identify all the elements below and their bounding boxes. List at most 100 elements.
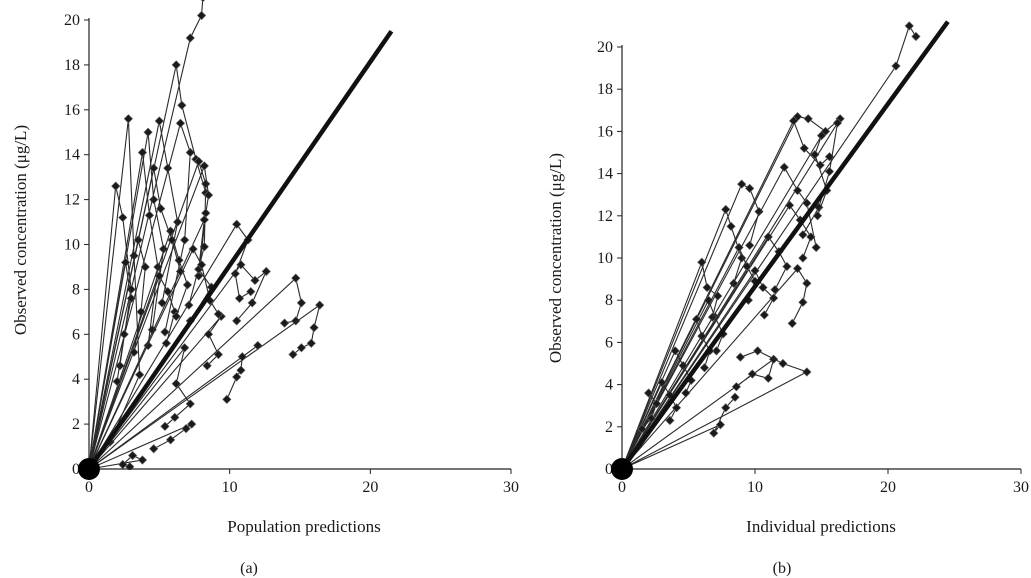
panel-b-label: (b) bbox=[773, 560, 792, 577]
panel-a-series-14-point-1 bbox=[291, 273, 301, 283]
panel-a-y-tick-label-0: 0 bbox=[72, 461, 80, 478]
panel-b-y-tick-label-20: 20 bbox=[597, 39, 613, 56]
panel-a-series-16-line bbox=[89, 345, 259, 470]
panel-a-series-12-point-3 bbox=[230, 269, 240, 279]
panel-a-series-7-point-1 bbox=[111, 181, 121, 191]
panel-b-series-20-point-1 bbox=[697, 257, 707, 267]
panel-a-series-20-point-1 bbox=[137, 455, 148, 465]
panel-b-series-1-point-2 bbox=[803, 114, 813, 124]
panel-b-series-9-point-2 bbox=[763, 373, 773, 383]
panel-a-series-7-line bbox=[89, 185, 132, 470]
panel-a-series-10-point-4 bbox=[194, 271, 204, 281]
panel-b-series-5-point-2 bbox=[745, 183, 755, 193]
panel-b-series-15-point-4 bbox=[759, 310, 769, 320]
panel-b-series-16-point-3 bbox=[806, 232, 816, 242]
panel-a-series-23-point-3 bbox=[182, 280, 193, 290]
panel-a-series-18-point-1 bbox=[180, 343, 190, 353]
panel-a-series-26-point-2 bbox=[196, 260, 207, 270]
panel-b-series-9-point-4 bbox=[731, 382, 742, 392]
panel-b-series-4-point-2 bbox=[904, 21, 914, 31]
panel-b-series-12-point-3 bbox=[782, 261, 792, 272]
panel-a-series-19-point-1 bbox=[187, 419, 197, 429]
panel-b-series-5-point-4 bbox=[745, 240, 755, 250]
panel-a-series-18-point-4 bbox=[170, 412, 180, 422]
panel-a-series-15-point-3 bbox=[306, 338, 316, 348]
panel-a-series-22-point-2 bbox=[140, 262, 150, 272]
panel-a-series-8-point-1 bbox=[137, 147, 148, 158]
panel-b-series-13-point-4 bbox=[711, 346, 722, 356]
panel-a-series-14-line bbox=[89, 277, 302, 470]
panel-a-series-1-point-3 bbox=[135, 370, 145, 380]
panel-a-series-4-point-1 bbox=[175, 118, 186, 128]
panel-b-series-15-point-1 bbox=[750, 266, 760, 276]
panel-b-series-16-point-1 bbox=[784, 200, 795, 210]
panel-a-series-14-point-2 bbox=[296, 298, 307, 308]
panel-a-series-8-point-2 bbox=[144, 210, 155, 220]
panel-b-series-8-point-1 bbox=[792, 263, 803, 274]
panel-b-series-10-point-1 bbox=[802, 367, 812, 377]
panel-b-series-10-point-2 bbox=[778, 358, 788, 369]
panel-a-series-19-point-4 bbox=[149, 444, 159, 454]
panel-a-series-17-point-4 bbox=[202, 361, 212, 371]
panel-b-series-11-point-2 bbox=[709, 428, 719, 438]
panel-a-y-tick-label-2: 2 bbox=[72, 416, 80, 433]
panel-b-x-tick-label-30: 30 bbox=[1013, 479, 1029, 496]
panel-a-label: (a) bbox=[240, 560, 258, 577]
panel-a-series-16-point-3 bbox=[236, 365, 246, 375]
panel-b-series-8-line bbox=[622, 267, 808, 470]
panel-a-x-tick-label-20: 20 bbox=[362, 479, 378, 496]
panel-b-series-7-point-3 bbox=[802, 198, 812, 208]
panel-b-series-19-point-3 bbox=[671, 403, 682, 413]
panel-a-series-10-point-1 bbox=[199, 161, 209, 171]
panel-b-y-tick-label-0: 0 bbox=[605, 461, 613, 478]
panel-a-series-2-point-2 bbox=[149, 194, 159, 205]
panel-b-series-14-point-1 bbox=[691, 314, 702, 324]
panel-b-series-2-point-1 bbox=[788, 116, 799, 126]
panel-b-series-12-point-4 bbox=[770, 285, 780, 295]
panel-b-series-20-point-2 bbox=[702, 282, 712, 293]
panel-b-series-layer bbox=[622, 21, 921, 470]
panel-a-series-18-point-5 bbox=[160, 421, 170, 431]
panel-a-series-25-point-1 bbox=[120, 257, 131, 268]
panel-a-x-tick-label-10: 10 bbox=[222, 479, 238, 496]
panel-b-series-3-point-1 bbox=[832, 118, 843, 128]
panel-b-series-21-point-2 bbox=[810, 149, 820, 160]
panel-b-series-7-point-4 bbox=[811, 242, 821, 253]
panel-a-series-10-point-3 bbox=[201, 208, 211, 218]
panel-b-series-22-point-4 bbox=[643, 388, 654, 398]
panel-b-series-4-point-1 bbox=[891, 61, 901, 71]
panel-b-y-tick-label-4: 4 bbox=[605, 377, 613, 394]
panel-b-series-9-point-3 bbox=[747, 369, 757, 379]
panel-a: 0 2 4 6 8 10 12 14 16 18 20 0 10 20 30 Population pred… bbox=[11, 0, 519, 577]
panel-a-series-13-point-4 bbox=[247, 298, 257, 308]
panel-a-series-16-point-5 bbox=[222, 394, 232, 405]
panel-b-series-6-point-2 bbox=[726, 221, 736, 231]
panel-a-series-3-point-1 bbox=[154, 116, 164, 126]
panel-a-series-layer bbox=[89, 0, 325, 470]
panel-a-y-tick-label-10: 10 bbox=[64, 237, 80, 254]
panel-b-y-axis-label: Observed concentration (μg/L) bbox=[546, 153, 565, 363]
panel-b-series-11-point-1 bbox=[715, 420, 726, 430]
panel-a-series-19-point-3 bbox=[165, 435, 176, 445]
panel-b-y-tick-label-10: 10 bbox=[597, 250, 613, 267]
panel-a-y-tick-label-18: 18 bbox=[64, 57, 80, 74]
panel-a-series-25-point-4 bbox=[112, 376, 122, 387]
panel-b-x-tick-label-20: 20 bbox=[880, 479, 896, 496]
panel-b-series-22-point-1 bbox=[637, 424, 647, 434]
panel-a-series-18-point-3 bbox=[185, 399, 195, 409]
panel-a-series-26-point-4 bbox=[213, 309, 224, 319]
panel-b-series-21-point-1 bbox=[816, 130, 827, 141]
panel-b-series-21-point-4 bbox=[812, 211, 823, 221]
panel-b-series-17-point-2 bbox=[678, 360, 688, 371]
panel-a-y-tick-label-4: 4 bbox=[72, 371, 80, 388]
panel-a-series-10-point-2 bbox=[203, 190, 214, 200]
panel-b-series-15-point-3 bbox=[768, 293, 779, 303]
panel-b-series-3-point-4 bbox=[798, 230, 808, 240]
panel-a-series-7-point-2 bbox=[118, 212, 128, 223]
panel-a-series-13-point-3 bbox=[261, 266, 271, 277]
panel-b-series-19-point-4 bbox=[665, 415, 675, 426]
panel-b-series-22-point-3 bbox=[651, 398, 662, 409]
panel-b-y-tick-label-12: 12 bbox=[597, 208, 613, 225]
panel-b-series-14-point-4 bbox=[699, 363, 710, 373]
